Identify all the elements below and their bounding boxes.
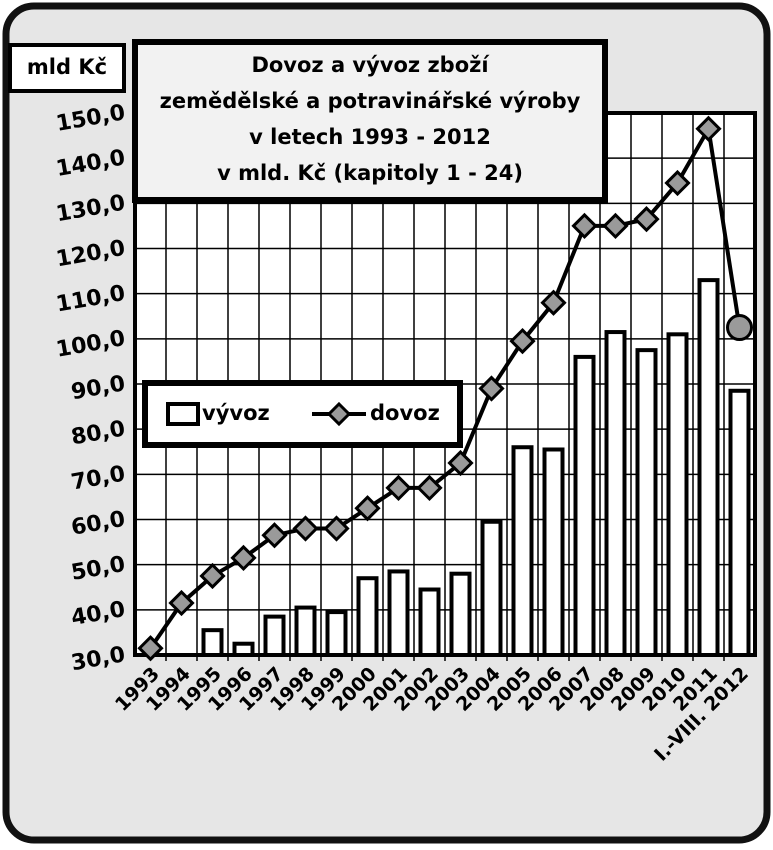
marker (447, 449, 474, 477)
legend-label: vývoz (202, 401, 270, 425)
bar (573, 354, 596, 655)
bar (449, 571, 472, 655)
legend-swatch (166, 402, 200, 426)
legend-marker (326, 401, 352, 427)
marker (261, 522, 288, 549)
bar (263, 614, 286, 655)
legend-label: dovoz (370, 401, 440, 425)
bar (697, 278, 720, 655)
marker (199, 562, 226, 590)
marker (168, 589, 195, 617)
marker (726, 314, 753, 342)
chart-title: v letech 1993 - 2012 (249, 125, 491, 149)
marker (137, 635, 164, 662)
bar (325, 610, 348, 655)
bar (511, 445, 534, 655)
marker (354, 495, 381, 522)
bar (542, 447, 565, 655)
bar (232, 641, 255, 655)
marker (478, 375, 505, 402)
marker (633, 206, 660, 233)
marker (664, 169, 691, 197)
bar (201, 628, 224, 655)
bar (387, 569, 410, 655)
marker (695, 115, 722, 142)
marker (323, 515, 350, 542)
marker (602, 212, 629, 240)
bar (418, 587, 441, 655)
y-axis-label: mld Kč (27, 55, 107, 79)
marker (571, 212, 598, 240)
bar (728, 388, 751, 655)
chart-title: Dovoz a vývoz zboží (251, 53, 490, 77)
marker (385, 474, 412, 502)
marker (230, 544, 257, 572)
bar (635, 348, 658, 655)
marker (540, 289, 567, 316)
marker (292, 515, 319, 542)
bar (294, 605, 317, 655)
bar (480, 519, 503, 655)
marker (416, 474, 443, 502)
chart-title: v mld. Kč (kapitoly 1 - 24) (217, 161, 523, 185)
bar (356, 576, 379, 655)
chart-title: zemědělské a potravinářské výroby (160, 89, 581, 113)
bar (666, 332, 689, 655)
bar (604, 330, 627, 655)
title-box (132, 39, 608, 203)
y-label-box (8, 43, 126, 93)
marker (509, 327, 536, 355)
